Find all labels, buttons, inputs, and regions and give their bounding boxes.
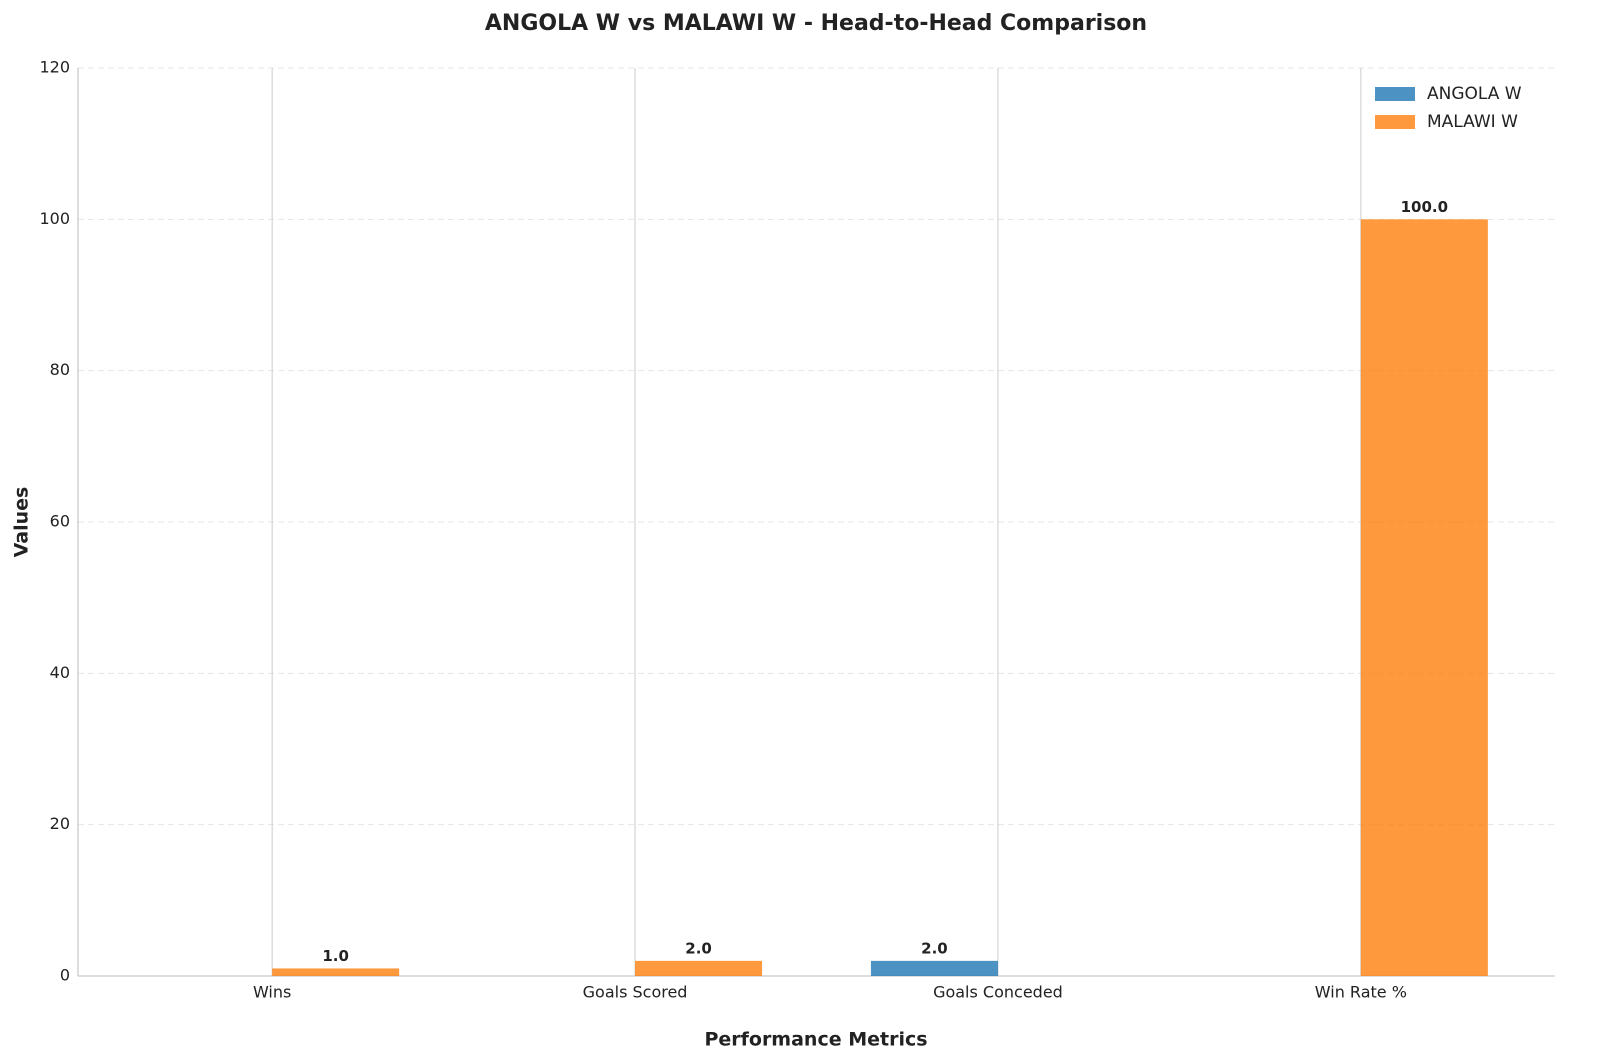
legend-swatch <box>1375 115 1415 129</box>
x-tick-label: Wins <box>253 983 291 1002</box>
bar <box>272 968 400 976</box>
x-tick-label: Win Rate % <box>1315 983 1407 1002</box>
y-tick-label: 100 <box>39 209 70 228</box>
x-tick-label: Goals Conceded <box>933 983 1063 1002</box>
y-axis-label: Values <box>11 487 33 558</box>
y-tick-label: 80 <box>50 360 70 379</box>
bar <box>870 960 998 976</box>
y-tick-label: 0 <box>60 966 70 985</box>
legend-label: MALAWI W <box>1427 112 1518 132</box>
legend-label: ANGOLA W <box>1427 84 1522 104</box>
value-label: 2.0 <box>921 939 948 957</box>
value-label: 100.0 <box>1401 198 1448 216</box>
legend-swatch <box>1375 87 1415 101</box>
value-label: 2.0 <box>685 939 712 957</box>
chart-title: ANGOLA W vs MALAWI W - Head-to-Head Comp… <box>485 11 1147 36</box>
bar <box>1360 219 1488 977</box>
y-tick-label: 120 <box>39 58 70 77</box>
bar <box>635 960 763 976</box>
value-label: 1.0 <box>322 947 349 965</box>
y-tick-label: 20 <box>50 814 70 833</box>
x-axis-label: Performance Metrics <box>704 1029 927 1051</box>
x-tick-label: Goals Scored <box>583 983 688 1002</box>
y-tick-label: 60 <box>50 512 70 531</box>
y-tick-label: 40 <box>50 663 70 682</box>
